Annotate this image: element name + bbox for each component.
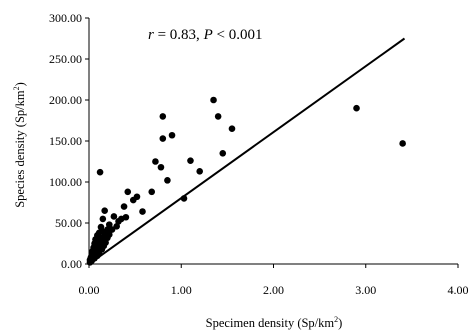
data-point (120, 203, 128, 210)
y-tick-label: 0.00 (61, 257, 82, 271)
x-axis-title-sup: 2 (334, 315, 338, 324)
x-axis-title-main: Specimen density (Sp/km (206, 316, 335, 330)
p-symbol: P (203, 27, 213, 43)
data-point (110, 213, 118, 220)
correlation-annotation: r = 0.83, P < 0.001 (148, 27, 262, 43)
data-point (133, 193, 141, 201)
data-point (148, 188, 156, 196)
x-tick-label: 3.00 (355, 283, 376, 297)
data-point (399, 140, 406, 147)
data-point (164, 177, 171, 184)
r-value-text: = 0.83, (154, 27, 204, 43)
y-axis-title-main: Species density (Sp/km (13, 90, 27, 208)
plot-area: 0.0050.00100.00150.00200.00250.00300.00 … (49, 11, 469, 297)
data-point (105, 221, 113, 228)
p-value-text: < 0.001 (213, 27, 263, 43)
data-points (86, 96, 406, 266)
trend-line (88, 37, 406, 265)
x-tick-label: 2.00 (263, 283, 284, 297)
x-axis-title-tail: ) (338, 316, 342, 330)
x-axis-ticks: 0.00 1.00 2.00 3.00 4.00 (79, 264, 469, 297)
y-tick-label: 300.00 (49, 11, 82, 25)
data-point (105, 231, 113, 238)
x-tick-label: 1.00 (171, 283, 192, 297)
data-point (157, 163, 165, 171)
data-point (196, 168, 203, 175)
x-tick-label: 4.00 (448, 283, 469, 297)
y-tick-label: 50.00 (55, 216, 82, 230)
data-point (228, 125, 236, 132)
data-point (99, 215, 107, 223)
y-axis-title-tail: ) (13, 82, 27, 86)
data-point (210, 96, 217, 104)
data-point (214, 113, 222, 120)
y-axis-title-sup: 2 (12, 86, 21, 90)
data-point (152, 158, 159, 165)
y-tick-label: 150.00 (49, 134, 82, 148)
data-point (96, 168, 104, 176)
data-point (159, 135, 167, 142)
x-tick-label: 0.00 (79, 283, 100, 297)
y-tick-label: 100.00 (49, 175, 82, 189)
data-point (168, 131, 176, 139)
data-point (101, 207, 108, 214)
r-symbol: r (148, 27, 154, 43)
data-point (124, 188, 132, 196)
data-point (353, 104, 360, 112)
y-axis-ticks: 0.00 50.00 100.00 150.00 200.00 250.00 300.00 (49, 11, 89, 271)
data-point (108, 226, 116, 233)
data-point (139, 208, 146, 215)
data-point (122, 213, 130, 221)
y-axis-title: Species density (Sp/km2) (12, 82, 27, 208)
y-tick-label: 200.00 (49, 93, 82, 107)
y-tick-label: 250.00 (49, 52, 82, 66)
data-point (159, 113, 167, 120)
x-axis-title: Specimen density (Sp/km2) (206, 315, 343, 330)
data-point (219, 150, 227, 157)
data-point (187, 157, 194, 164)
